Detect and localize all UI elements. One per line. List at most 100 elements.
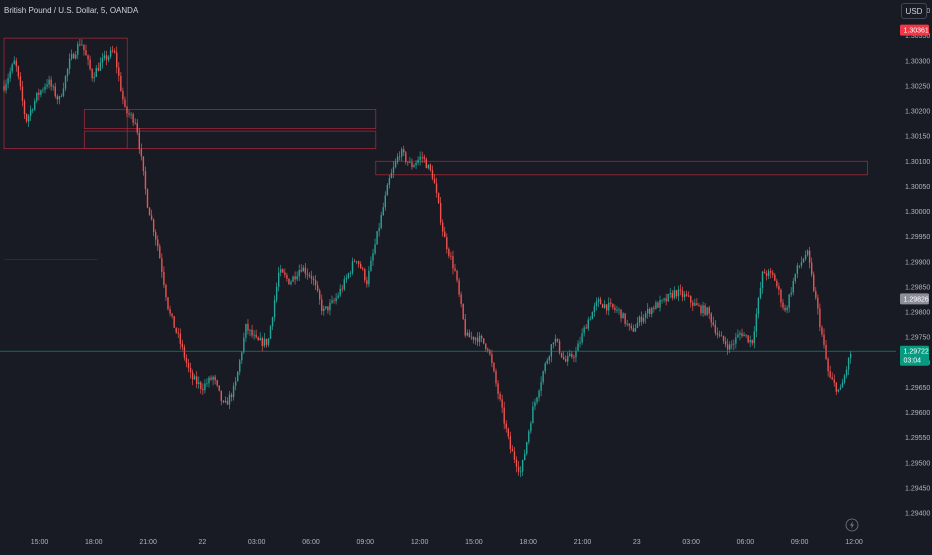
candle[interactable]	[362, 266, 364, 271]
candle[interactable]	[837, 389, 840, 393]
candle[interactable]	[81, 39, 83, 46]
candle[interactable]	[548, 355, 550, 365]
candle[interactable]	[765, 270, 768, 281]
candle[interactable]	[193, 374, 196, 380]
candle[interactable]	[577, 340, 579, 351]
price-marker-alert[interactable]: 1.30361	[900, 24, 929, 36]
candle[interactable]	[411, 158, 413, 170]
candle[interactable]	[3, 80, 5, 93]
candle[interactable]	[296, 271, 298, 282]
candle[interactable]	[476, 332, 479, 347]
candle[interactable]	[770, 268, 772, 279]
candle[interactable]	[405, 150, 407, 165]
candle[interactable]	[319, 288, 321, 305]
candle[interactable]	[132, 112, 134, 126]
candle[interactable]	[821, 325, 823, 338]
candle[interactable]	[204, 379, 206, 394]
candle[interactable]	[155, 229, 157, 246]
candle[interactable]	[306, 268, 309, 280]
candle[interactable]	[226, 397, 229, 405]
candle[interactable]	[357, 260, 360, 268]
candle[interactable]	[179, 328, 181, 350]
candle[interactable]	[595, 297, 598, 311]
candle[interactable]	[185, 354, 188, 368]
candle[interactable]	[737, 329, 739, 338]
candle[interactable]	[15, 57, 17, 72]
candle[interactable]	[345, 274, 348, 283]
candle[interactable]	[673, 286, 676, 300]
candle[interactable]	[423, 154, 425, 163]
candle[interactable]	[587, 316, 589, 331]
candle[interactable]	[702, 301, 704, 317]
candle[interactable]	[222, 399, 225, 404]
candle[interactable]	[187, 359, 190, 373]
candle[interactable]	[772, 269, 774, 278]
zone-box[interactable]	[3, 37, 128, 150]
candle[interactable]	[731, 340, 733, 350]
candle[interactable]	[495, 368, 497, 387]
candle[interactable]	[800, 256, 803, 269]
candle[interactable]	[513, 446, 516, 464]
candle[interactable]	[454, 263, 456, 272]
candle[interactable]	[398, 151, 401, 161]
candle[interactable]	[446, 233, 448, 254]
candle[interactable]	[439, 196, 442, 226]
candle[interactable]	[663, 297, 665, 303]
candle[interactable]	[431, 165, 434, 181]
candle[interactable]	[427, 164, 430, 170]
candle[interactable]	[681, 286, 684, 302]
candle[interactable]	[73, 52, 75, 59]
candle[interactable]	[378, 222, 380, 237]
candle[interactable]	[575, 346, 577, 363]
candle[interactable]	[642, 314, 645, 324]
candle[interactable]	[804, 250, 807, 261]
candle[interactable]	[788, 293, 790, 313]
candle[interactable]	[126, 105, 128, 118]
candle[interactable]	[40, 89, 42, 98]
candle[interactable]	[591, 311, 594, 320]
candle[interactable]	[304, 263, 307, 279]
candle[interactable]	[259, 332, 261, 341]
candle[interactable]	[612, 303, 614, 310]
zone-box[interactable]	[83, 130, 377, 150]
candle[interactable]	[606, 304, 608, 315]
candle[interactable]	[505, 420, 507, 433]
candle[interactable]	[478, 331, 481, 347]
candle[interactable]	[599, 296, 602, 305]
candle[interactable]	[698, 302, 700, 307]
candle[interactable]	[288, 278, 290, 285]
candle[interactable]	[339, 284, 341, 298]
candle[interactable]	[774, 272, 776, 281]
candle[interactable]	[659, 295, 661, 312]
candle[interactable]	[497, 379, 499, 400]
candle[interactable]	[460, 291, 462, 308]
candle[interactable]	[487, 347, 489, 353]
candle[interactable]	[118, 62, 120, 82]
candle[interactable]	[44, 83, 46, 94]
candle[interactable]	[558, 338, 561, 355]
candle[interactable]	[312, 275, 315, 286]
candle[interactable]	[23, 98, 26, 120]
candle[interactable]	[177, 327, 179, 339]
candle[interactable]	[589, 316, 591, 321]
candle[interactable]	[152, 218, 155, 237]
candle[interactable]	[21, 81, 24, 107]
candle[interactable]	[813, 271, 815, 293]
candle[interactable]	[655, 300, 657, 310]
candle[interactable]	[89, 55, 91, 71]
candle[interactable]	[19, 72, 22, 91]
candle[interactable]	[690, 295, 692, 308]
candle[interactable]	[466, 329, 468, 337]
candle[interactable]	[32, 108, 34, 114]
candle[interactable]	[433, 174, 436, 184]
candle[interactable]	[825, 340, 827, 361]
candle[interactable]	[146, 188, 149, 209]
candle[interactable]	[9, 67, 11, 82]
candle[interactable]	[526, 441, 528, 456]
candle[interactable]	[839, 384, 842, 391]
candle[interactable]	[726, 338, 729, 355]
candle[interactable]	[849, 350, 852, 364]
candle[interactable]	[776, 278, 778, 289]
candle[interactable]	[679, 284, 682, 296]
